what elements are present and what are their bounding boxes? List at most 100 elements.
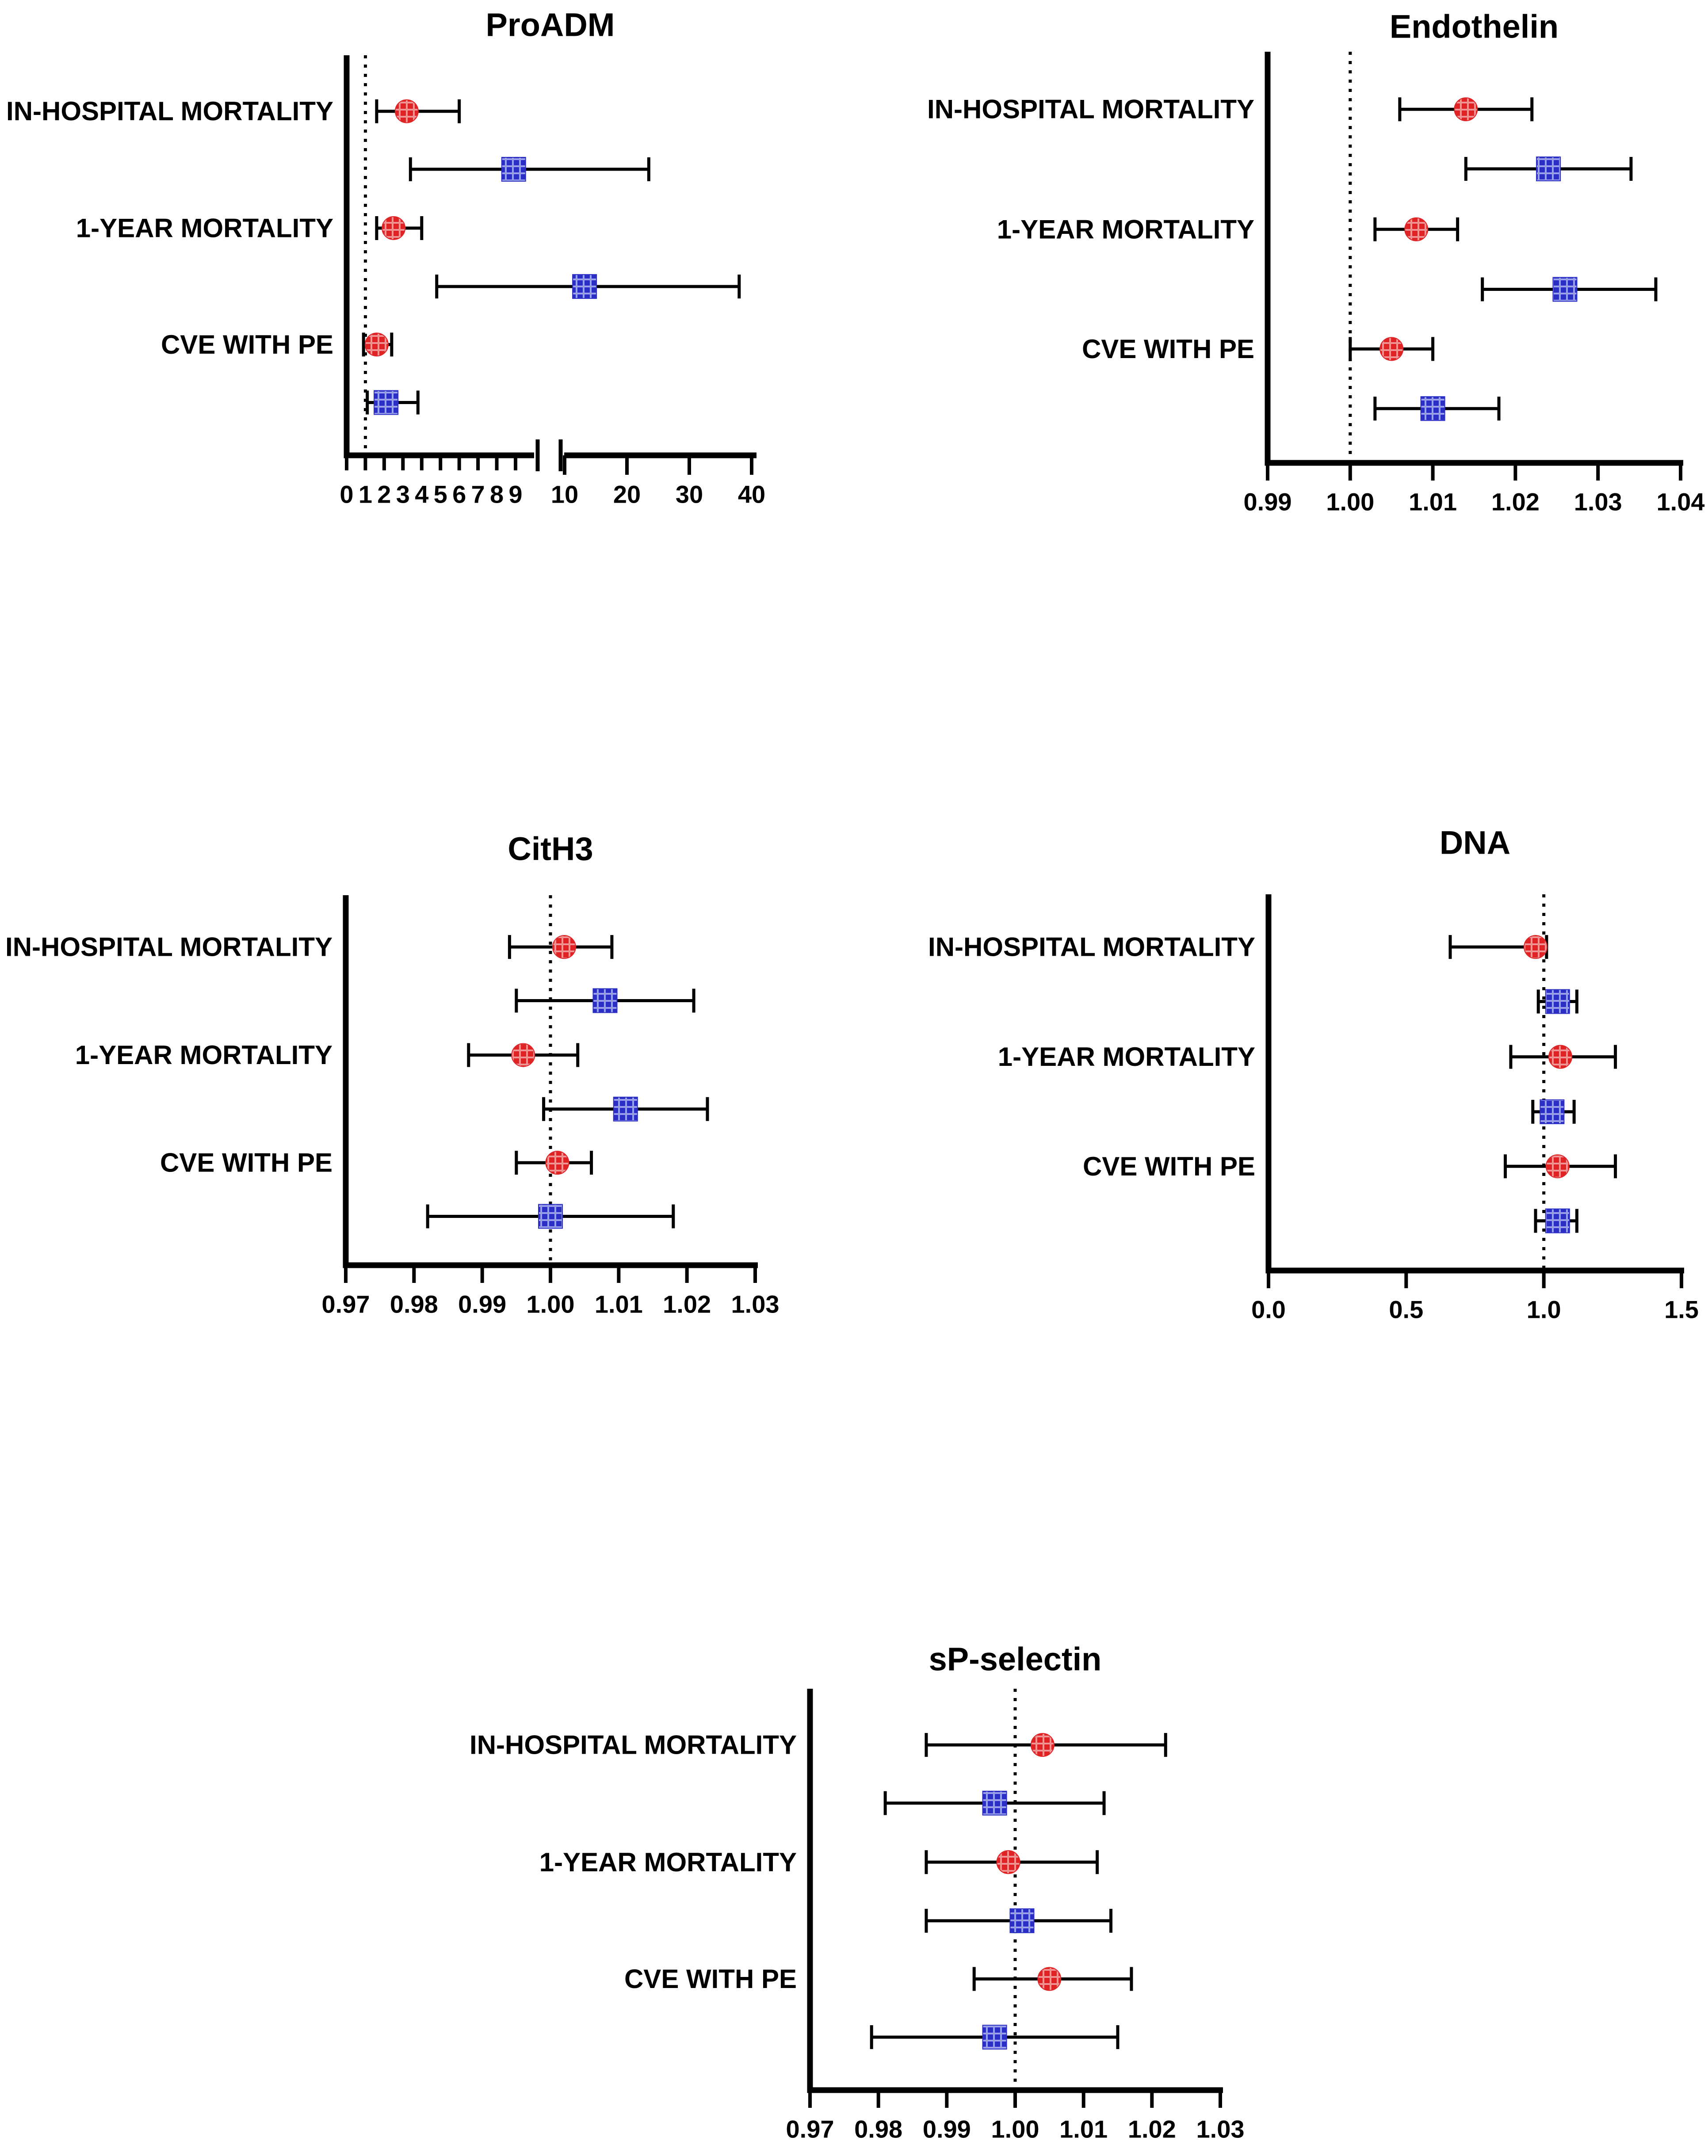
red-circle-marker <box>545 1151 569 1175</box>
forest-row <box>1534 1208 1578 1233</box>
blue-square-marker <box>1009 1908 1035 1933</box>
x-axis-tick-label: 3 <box>396 481 410 508</box>
blue-square-marker <box>1420 396 1445 421</box>
red-circle-marker <box>382 216 406 240</box>
x-axis-tick-label: 5 <box>434 481 447 508</box>
forest-row <box>883 1790 1106 1816</box>
category-label: 1-YEAR MORTALITY <box>539 1847 797 1877</box>
category-label: CVE WITH PE <box>160 1148 332 1178</box>
red-circle-marker <box>1545 1154 1570 1179</box>
x-axis-tick-label: 0.99 <box>1244 488 1292 516</box>
forest-row: IN-HOSPITAL MORTALITY <box>470 1730 1167 1760</box>
blue-square-marker <box>374 390 399 415</box>
red-circle-marker <box>1404 217 1429 241</box>
forest-row: IN-HOSPITAL MORTALITY <box>6 96 461 126</box>
forest-row <box>1536 989 1578 1014</box>
forest-row: 1-YEAR MORTALITY <box>75 1040 580 1070</box>
blue-square-marker <box>1536 156 1561 182</box>
forest-row <box>426 1204 675 1229</box>
forest-row: CVE WITH PE <box>624 1964 1133 1994</box>
forest-row <box>435 274 741 299</box>
red-circle-marker <box>1523 935 1548 959</box>
red-circle-marker <box>1454 97 1478 122</box>
red-circle-marker <box>394 99 419 123</box>
red-circle-marker <box>1379 337 1404 361</box>
blue-square-marker <box>1552 277 1578 302</box>
x-axis-tick-label: 1 <box>359 481 372 508</box>
x-axis-tick-label: 1.02 <box>1491 488 1540 516</box>
forest-row: 1-YEAR MORTALITY <box>76 213 424 243</box>
blue-square-marker <box>982 2025 1007 2050</box>
blue-square-marker <box>572 274 597 299</box>
x-axis-tick-label: 1.01 <box>1059 2115 1108 2143</box>
blue-square-marker <box>1540 1099 1565 1124</box>
forest-row <box>366 390 420 415</box>
forest-row <box>1373 396 1501 421</box>
chart-proadm: 0 1 2 3 4 5 6 7 8 9 10 20 30 40 ProADM IN-HOSPITAL MORT… <box>6 7 765 508</box>
category-label: CVE WITH PE <box>1082 334 1254 364</box>
forest-row: IN-HOSPITAL MORTALITY <box>5 932 614 962</box>
category-label: 1-YEAR MORTALITY <box>75 1040 332 1070</box>
x-axis-tick-label: 0.0 <box>1251 1296 1286 1324</box>
category-label: CVE WITH PE <box>1083 1152 1255 1181</box>
x-axis-tick-label: 0.97 <box>786 2115 834 2143</box>
x-axis-tick-label: 1.01 <box>1409 488 1457 516</box>
forest-row: 1-YEAR MORTALITY <box>998 1042 1617 1072</box>
forest-row: CVE WITH PE <box>1083 1152 1617 1181</box>
x-axis-tick-label: 20 <box>613 481 641 508</box>
x-axis-tick-label: 1.03 <box>1196 2115 1245 2143</box>
blue-square-marker <box>1545 989 1570 1014</box>
x-axis-tick-label: 0.5 <box>1389 1296 1423 1324</box>
x-axis-tick-label: 1.04 <box>1657 488 1705 516</box>
forest-row <box>1481 277 1658 302</box>
x-axis-tick-label: 0.98 <box>854 2115 902 2143</box>
forest-row <box>515 988 695 1013</box>
category-label: 1-YEAR MORTALITY <box>997 214 1254 244</box>
category-label: IN-HOSPITAL MORTALITY <box>927 95 1254 124</box>
x-axis-tick-label: 1.0 <box>1527 1296 1561 1324</box>
forest-row: CVE WITH PE <box>1082 334 1435 364</box>
blue-square-marker <box>982 1790 1007 1816</box>
red-circle-marker <box>1030 1733 1055 1757</box>
x-axis-tick-label: 9 <box>508 481 522 508</box>
chart-title: Endothelin <box>1390 8 1559 45</box>
red-circle-marker <box>552 935 576 959</box>
blue-square-marker <box>1545 1208 1570 1233</box>
forest-row <box>925 1908 1113 1933</box>
category-label: IN-HOSPITAL MORTALITY <box>928 932 1255 962</box>
category-label: IN-HOSPITAL MORTALITY <box>5 932 332 962</box>
chart-cith3: 0.97 0.98 0.99 1.00 1.01 1.02 1.03 CitH3 IN-HOSP… <box>5 831 779 1318</box>
category-label: IN-HOSPITAL MORTALITY <box>470 1730 797 1760</box>
x-axis-tick-label: 1.02 <box>1128 2115 1176 2143</box>
forest-row: 1-YEAR MORTALITY <box>997 214 1460 244</box>
red-circle-marker <box>511 1043 535 1067</box>
x-axis-tick-label: 1.03 <box>731 1290 779 1318</box>
category-label: CVE WITH PE <box>624 1964 797 1994</box>
category-label: 1-YEAR MORTALITY <box>998 1042 1255 1072</box>
x-axis-tick-label: 1.00 <box>527 1290 575 1318</box>
red-circle-marker <box>364 332 389 357</box>
x-axis-tick-label: 10 <box>551 481 578 508</box>
forest-row: 1-YEAR MORTALITY <box>539 1847 1099 1877</box>
chart-title: ProADM <box>486 7 615 43</box>
blue-square-marker <box>613 1096 638 1122</box>
x-axis-tick-label: 1.00 <box>991 2115 1039 2143</box>
blue-square-marker <box>538 1204 563 1229</box>
x-axis-tick-label: 0.99 <box>923 2115 971 2143</box>
forest-row <box>1464 156 1633 182</box>
red-circle-marker <box>1548 1045 1573 1069</box>
red-circle-marker <box>996 1850 1020 1874</box>
forest-row <box>870 2025 1120 2050</box>
chart-title: sP-selectin <box>929 1641 1102 1678</box>
chart-sp-selectin: 0.97 0.98 0.99 1.00 1.01 1.02 1.03 sP-selectin I… <box>470 1641 1244 2143</box>
x-axis-tick-label: 7 <box>471 481 485 508</box>
x-axis-tick-label: 0.97 <box>322 1290 370 1318</box>
chart-title: CitH3 <box>508 831 593 867</box>
x-axis-tick-label: 1.01 <box>595 1290 643 1318</box>
x-axis-tick-label: 8 <box>490 481 504 508</box>
x-axis-tick-label: 0.98 <box>390 1290 438 1318</box>
chart-title: DNA <box>1440 824 1510 861</box>
x-axis-tick-label: 30 <box>676 481 703 508</box>
